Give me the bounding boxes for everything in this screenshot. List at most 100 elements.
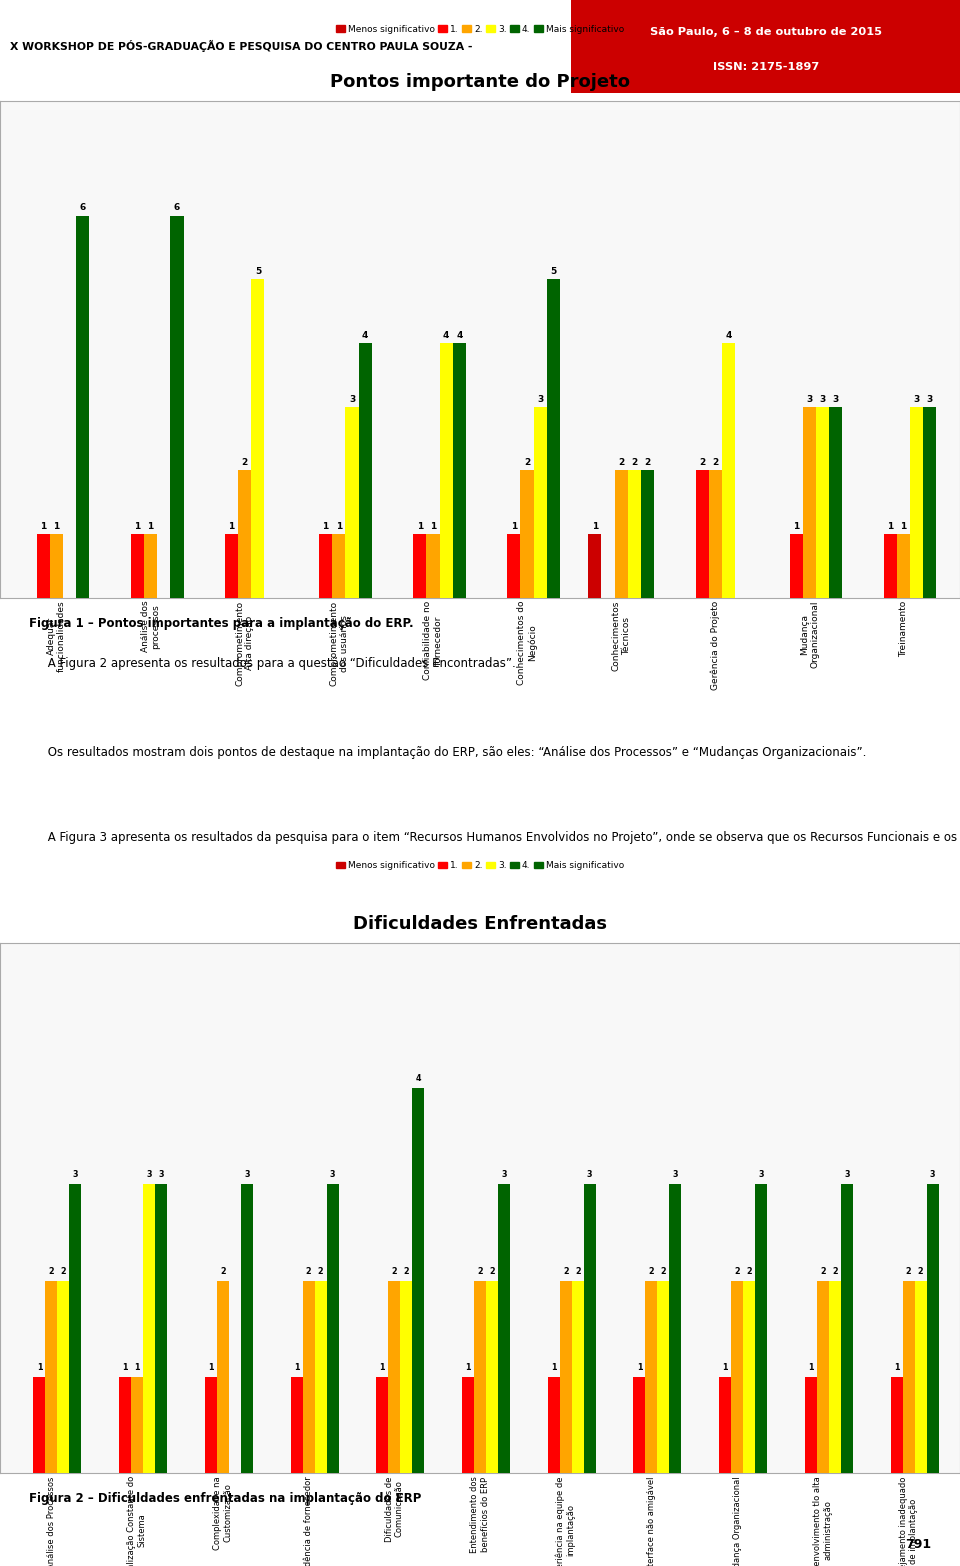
Bar (252, 279, 264, 598)
Text: 2: 2 (660, 1267, 666, 1276)
Text: 2: 2 (305, 1267, 311, 1276)
Title: Dificuldades Enfrentadas: Dificuldades Enfrentadas (353, 915, 607, 933)
Bar (412, 1088, 424, 1474)
Bar (719, 1377, 732, 1474)
Bar (156, 1184, 167, 1474)
Text: 1: 1 (591, 521, 598, 531)
Text: 2: 2 (712, 459, 718, 467)
Text: 1: 1 (336, 521, 342, 531)
Bar (547, 279, 560, 598)
Text: 1: 1 (430, 521, 436, 531)
Bar (50, 534, 63, 598)
Bar (897, 534, 910, 598)
Bar (204, 1377, 217, 1474)
Bar (486, 1281, 498, 1474)
Text: 1: 1 (40, 521, 46, 531)
Bar (131, 534, 144, 598)
Text: 3: 3 (673, 1170, 678, 1179)
Text: 1: 1 (466, 1362, 470, 1372)
Text: 4: 4 (443, 330, 449, 340)
Text: Os resultados mostram dois pontos de destaque na implantação do ERP, são eles: “: Os resultados mostram dois pontos de des… (29, 745, 866, 758)
Text: 1: 1 (894, 1362, 900, 1372)
Text: 2: 2 (649, 1267, 655, 1276)
Bar (520, 470, 534, 598)
Text: 5: 5 (550, 268, 557, 276)
Text: 3: 3 (758, 1170, 764, 1179)
Text: 1: 1 (417, 521, 423, 531)
Bar (902, 1281, 915, 1474)
Bar (669, 1184, 682, 1474)
Bar (584, 1184, 596, 1474)
Bar (45, 1281, 58, 1474)
Text: 3: 3 (587, 1170, 592, 1179)
Bar (614, 470, 628, 598)
Text: 2: 2 (832, 1267, 838, 1276)
Text: 1: 1 (793, 521, 800, 531)
Text: 3: 3 (537, 395, 543, 404)
Bar (76, 216, 89, 598)
Bar (924, 407, 936, 598)
Text: 1: 1 (54, 521, 60, 531)
Bar (829, 407, 842, 598)
Bar (332, 534, 346, 598)
Bar (225, 534, 238, 598)
Text: Figura 1 – Pontos importantes para a implantação do ERP.: Figura 1 – Pontos importantes para a imp… (29, 617, 414, 630)
Text: 2: 2 (49, 1267, 55, 1276)
Text: 2: 2 (220, 1267, 226, 1276)
Text: 1: 1 (208, 1362, 214, 1372)
Text: 1: 1 (122, 1362, 128, 1372)
Text: 2: 2 (820, 1267, 826, 1276)
Text: 3: 3 (914, 395, 920, 404)
Bar (910, 407, 924, 598)
Bar (817, 1281, 828, 1474)
Bar (534, 407, 547, 598)
Bar (291, 1377, 302, 1474)
Text: 3: 3 (501, 1170, 507, 1179)
Bar (926, 1184, 939, 1474)
Text: 3: 3 (820, 395, 826, 404)
Text: 2: 2 (524, 459, 530, 467)
Bar (696, 470, 708, 598)
Text: 2: 2 (746, 1267, 752, 1276)
Text: 2: 2 (575, 1267, 581, 1276)
Text: 5: 5 (254, 268, 261, 276)
Text: 3: 3 (844, 1170, 850, 1179)
Title: Pontos importante do Projeto: Pontos importante do Projeto (330, 74, 630, 91)
Text: 2: 2 (60, 1267, 66, 1276)
Text: 1: 1 (808, 1362, 814, 1372)
Bar (217, 1281, 228, 1474)
Bar (241, 1184, 252, 1474)
Bar (376, 1377, 388, 1474)
Bar (58, 1281, 69, 1474)
Bar (474, 1281, 486, 1474)
Text: 3: 3 (146, 1170, 152, 1179)
Bar (453, 343, 466, 598)
Bar (36, 534, 50, 598)
Bar (346, 407, 359, 598)
Text: A Figura 2 apresenta os resultados para a questão “Dificuldades Encontradas”.: A Figura 2 apresenta os resultados para … (29, 658, 516, 670)
Bar (891, 1377, 902, 1474)
FancyBboxPatch shape (571, 0, 960, 92)
Text: 2: 2 (392, 1267, 397, 1276)
Bar (462, 1377, 474, 1474)
Bar (732, 1281, 743, 1474)
Bar (119, 1377, 132, 1474)
Text: 4: 4 (362, 330, 369, 340)
Text: 2: 2 (242, 459, 248, 467)
Text: 2: 2 (490, 1267, 494, 1276)
Text: 3: 3 (330, 1170, 335, 1179)
Bar (400, 1281, 412, 1474)
Text: 4: 4 (456, 330, 463, 340)
Text: 1: 1 (36, 1362, 42, 1372)
Bar (548, 1377, 560, 1474)
Text: 4: 4 (416, 1074, 421, 1082)
Text: 2: 2 (618, 459, 624, 467)
Text: 1: 1 (134, 1362, 140, 1372)
Bar (803, 407, 816, 598)
Bar (588, 534, 601, 598)
Text: 3: 3 (244, 1170, 250, 1179)
Bar (69, 1184, 82, 1474)
Bar (743, 1281, 756, 1474)
Bar (641, 470, 654, 598)
Text: 3: 3 (926, 395, 933, 404)
